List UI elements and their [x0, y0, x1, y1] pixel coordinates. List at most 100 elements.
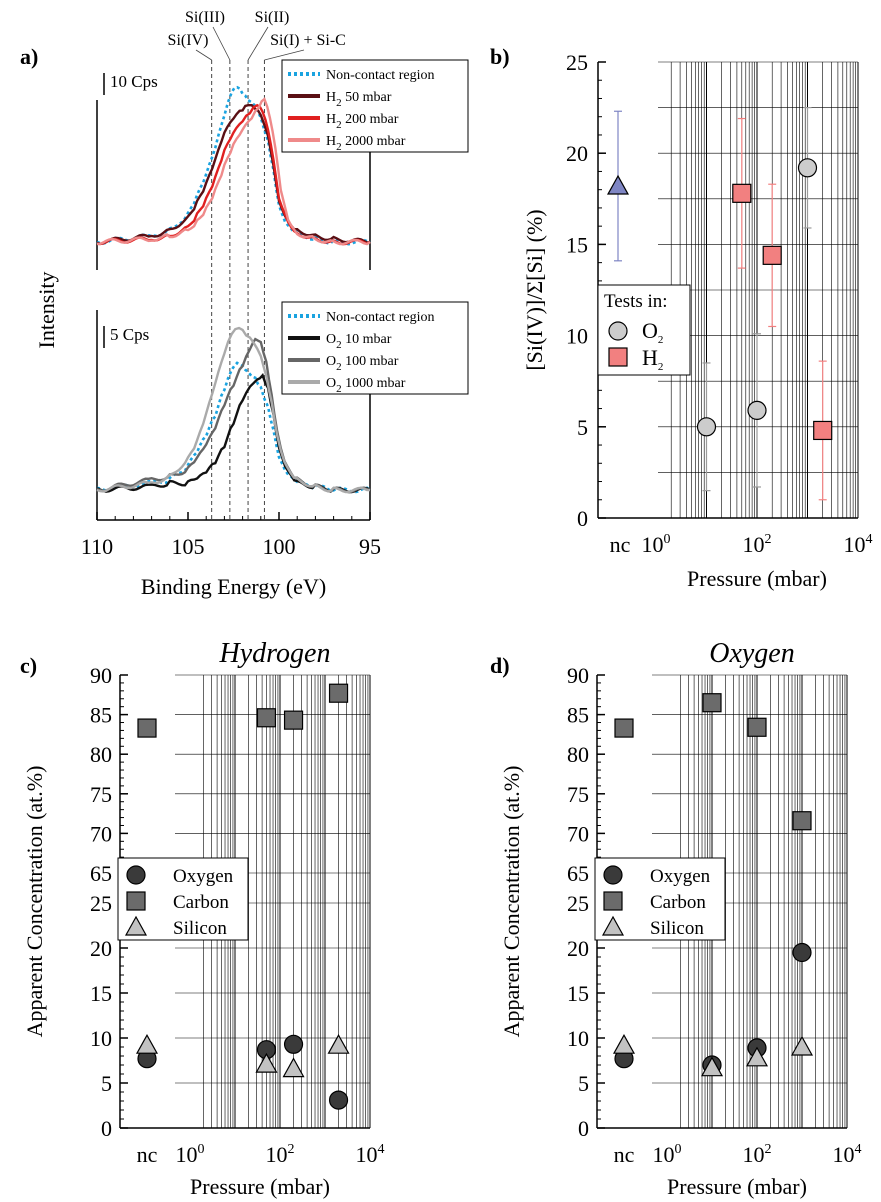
panel-label: d) — [490, 653, 510, 678]
legend-label: Silicon — [173, 918, 227, 939]
y-tick-label: 5 — [578, 1071, 589, 1096]
data-point-undefined-square — [137, 718, 157, 738]
legend-marker-circle — [603, 865, 623, 885]
data-point-undefined-square — [614, 718, 634, 738]
reference-line-label: Si(III) — [185, 9, 225, 26]
y-tick-label: 65 — [567, 861, 589, 886]
reference-line-leader — [264, 49, 305, 61]
y-tick-label: 0 — [577, 506, 588, 531]
legend-label: O2 — [642, 318, 663, 346]
x-tick-label: 105 — [172, 534, 205, 559]
legend-marker-circle — [126, 865, 146, 885]
chart-title: Oxygen — [709, 638, 795, 669]
data-point-undefined-circle — [328, 1090, 349, 1110]
y-tick-label: 0 — [578, 1116, 589, 1141]
y-tick-label: 75 — [567, 782, 589, 807]
y-tick-label: 10 — [90, 1026, 112, 1051]
scale-bar-label: 10 Cps — [110, 72, 158, 91]
reference-line-label: Si(IV) — [168, 32, 209, 49]
legend-label: H2 200 mbar — [326, 112, 399, 131]
legend-label: Oxygen — [650, 866, 711, 887]
x-tick-label: 104 — [844, 532, 873, 557]
legend-label: Oxygen — [173, 866, 234, 887]
data-point-circle — [696, 417, 717, 437]
y-tick-label: 70 — [567, 821, 589, 846]
y-axis-label: Apparent Concentration (at.%) — [22, 766, 47, 1038]
data-point-undefined-circle — [792, 942, 812, 963]
legend-label: H2 2000 mbar — [326, 134, 406, 153]
y-tick-label: 80 — [90, 742, 112, 767]
reference-line-leader — [247, 26, 269, 61]
legend-label: Carbon — [650, 892, 706, 913]
x-tick-label: nc — [614, 1142, 635, 1167]
x-tick-label: 100 — [263, 534, 296, 559]
data-point-square — [732, 183, 752, 203]
y-tick-label: 10 — [566, 324, 588, 349]
legend-title: Tests in: — [604, 291, 668, 312]
panel-c: c) Hydrogen 0 5 10 15 20 25 65 70 75 80 85 90 Apparent… — [20, 638, 385, 1199]
data-point-undefined-triangle — [612, 1033, 636, 1054]
y-tick-label: 70 — [90, 821, 112, 846]
x-tick-label: 104 — [356, 1142, 385, 1167]
data-point-undefined-square — [328, 683, 349, 703]
data-point-undefined-triangle — [700, 1056, 724, 1077]
legend-marker-square — [608, 347, 628, 367]
x-tick-label: 104 — [833, 1142, 862, 1167]
scale-bar-label: 5 Cps — [110, 325, 149, 344]
x-axis-label: Binding Energy (eV) — [141, 574, 326, 599]
reference-line-label: Si(I) + Si-C — [270, 32, 346, 49]
x-tick-label: 102 — [743, 1142, 772, 1167]
spectrum-line-1 — [96, 104, 371, 245]
x-tick-label: 110 — [81, 534, 113, 559]
y-tick-label: 85 — [567, 703, 589, 728]
legend-label: Carbon — [173, 892, 229, 913]
legend-marker-square — [603, 891, 623, 911]
y-tick-label: 5 — [577, 415, 588, 440]
data-point-undefined-square — [283, 710, 304, 730]
data-point-undefined-square — [747, 717, 767, 737]
data-point-triangle — [606, 174, 630, 195]
y-tick-label: 80 — [567, 742, 589, 767]
y-tick-label: 15 — [567, 981, 589, 1006]
legend-label: O2 100 mbar — [326, 354, 399, 373]
data-point-undefined-square — [792, 811, 812, 831]
panel-a: a) 110 105 100 95 Binding Energy (eV) Intensit… — [20, 9, 469, 599]
y-tick-label: 90 — [567, 663, 589, 688]
x-tick-label: nc — [137, 1142, 158, 1167]
legend-marker-square — [126, 891, 146, 911]
spectrum-line-3 — [96, 97, 371, 246]
y-tick-label: 20 — [90, 936, 112, 961]
data-point-undefined-circle — [283, 1034, 304, 1054]
data-point-square — [762, 245, 782, 265]
y-tick-label: 10 — [567, 1026, 589, 1051]
y-tick-label: 15 — [566, 232, 588, 257]
y-axis-label: Apparent Concentration (at.%) — [499, 766, 524, 1038]
x-tick-label: 100 — [642, 532, 671, 557]
data-point-undefined-triangle — [135, 1033, 159, 1054]
y-tick-label: 25 — [90, 891, 112, 916]
legend-label: H2 — [642, 345, 663, 373]
x-tick-label: 102 — [266, 1142, 295, 1167]
legend-label: O2 1000 mbar — [326, 376, 406, 395]
data-point-undefined-triangle — [327, 1033, 350, 1054]
x-tick-label: 100 — [653, 1142, 682, 1167]
panel-label: c) — [20, 653, 37, 678]
panel-label: a) — [20, 44, 38, 69]
x-tick-label: 100 — [176, 1142, 205, 1167]
y-tick-label: 25 — [567, 891, 589, 916]
data-point-circle — [747, 400, 767, 420]
data-point-undefined-triangle — [745, 1046, 769, 1067]
reference-line-label: Si(II) — [255, 9, 290, 26]
y-tick-label: 15 — [90, 981, 112, 1006]
chart-title: Hydrogen — [219, 638, 331, 669]
spectrum-line-3 — [96, 326, 370, 494]
data-point-undefined-triangle — [790, 1035, 814, 1056]
y-tick-label: 25 — [566, 50, 588, 75]
data-point-undefined-triangle — [282, 1057, 305, 1078]
y-tick-label: 0 — [101, 1116, 112, 1141]
y-tick-label: 85 — [90, 703, 112, 728]
y-tick-label: 5 — [101, 1071, 112, 1096]
x-tick-label: 102 — [743, 532, 772, 557]
legend-marker-triangle — [124, 915, 148, 936]
